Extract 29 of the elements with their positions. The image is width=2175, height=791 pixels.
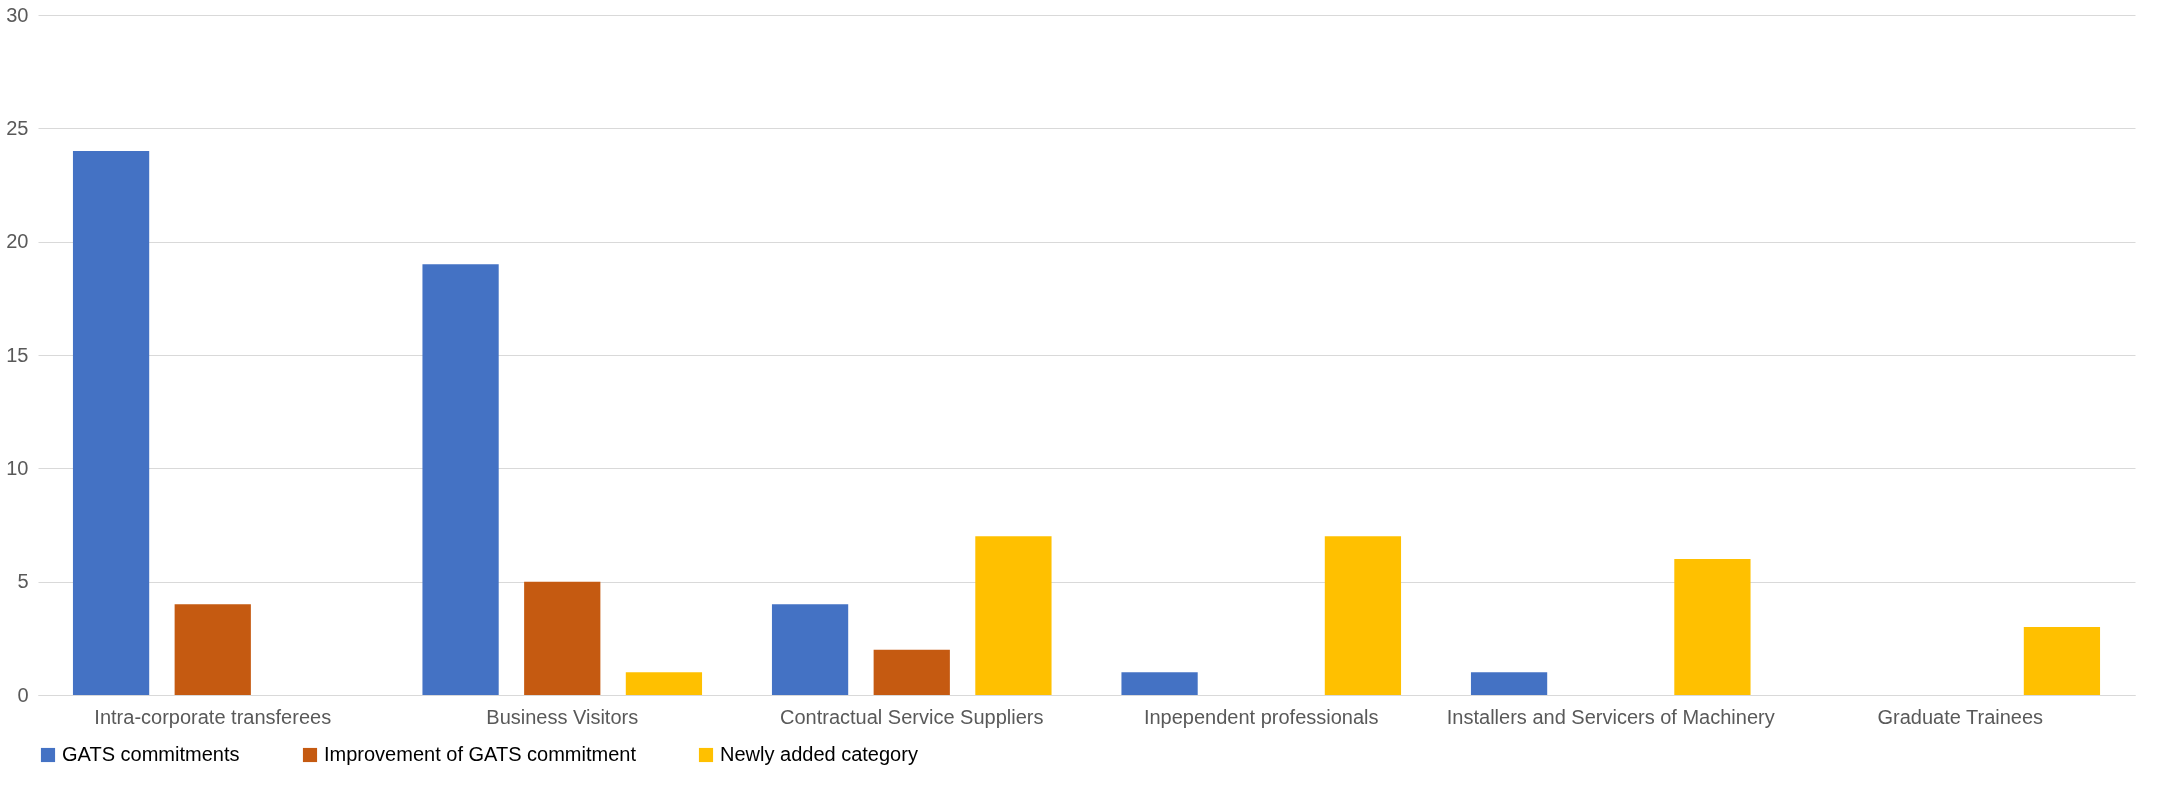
x-tick-label: Installers and Servicers of Machinery: [1446, 705, 1775, 728]
x-tick-label: Intra-corporate transferees: [94, 705, 332, 728]
x-tick-label: Inpependent professionals: [1143, 705, 1379, 728]
bar: [524, 581, 601, 695]
y-tick-label: 25: [6, 116, 29, 139]
bar: [1674, 559, 1751, 695]
bar: [422, 264, 499, 695]
bar: [2023, 627, 2101, 695]
x-tick-label: Contractual Service Suppliers: [780, 705, 1044, 728]
bar: [771, 604, 849, 695]
x-tick-label: Graduate Trainees: [1877, 705, 2044, 728]
y-tick-label: 30: [6, 3, 29, 26]
legend-label: Newly added category: [720, 743, 918, 765]
y-tick-label: 5: [17, 570, 29, 593]
bar: [1324, 536, 1402, 695]
bar: [174, 604, 251, 695]
x-tick-label: Business Visitors: [486, 705, 639, 728]
y-tick-label: 20: [6, 230, 29, 253]
y-tick-label: 15: [6, 343, 29, 366]
bar: [72, 151, 150, 695]
legend-label: Improvement of GATS commitment: [324, 743, 637, 765]
bar: [975, 536, 1052, 695]
bar: [1121, 672, 1198, 695]
y-tick-label: 10: [6, 456, 29, 479]
bar: [873, 649, 950, 695]
bar: [1470, 672, 1548, 695]
y-tick-label: 0: [17, 683, 29, 706]
bar: [625, 672, 703, 695]
legend-label: GATS commitments: [62, 743, 240, 765]
